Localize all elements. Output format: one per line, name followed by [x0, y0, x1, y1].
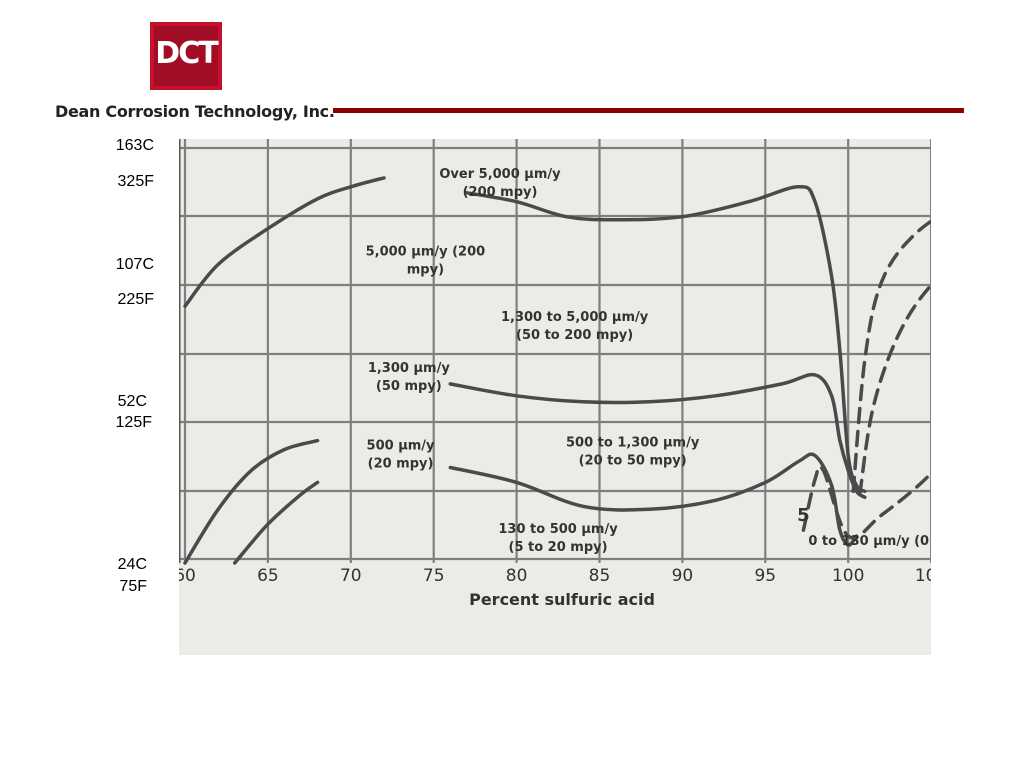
chart-annotations: Over 5,000 µm/y (200 mpy) 5,000 µm/y (200 m… — [366, 167, 1005, 555]
iso-corrosion-curve-8 — [801, 367, 1016, 540]
temp-label-24c: 24C — [117, 556, 147, 573]
iso-corrosion-curve-3 — [448, 372, 867, 500]
curve-annotation-1-sub: mpy) — [407, 262, 444, 277]
x-tick-label-75: 75 — [423, 566, 445, 586]
x-axis-ticks: 60 65 70 75 80 85 90 95 100 105 — [174, 566, 947, 586]
iso-corrosion-curve-0 — [183, 176, 386, 308]
temp-label-225f: 225F — [117, 291, 154, 308]
curve-annotation-4-sub: (20 to 50 mpy) — [579, 454, 687, 469]
temp-label-52c: 52C — [117, 393, 147, 410]
chart-grid — [177, 139, 933, 563]
curve-annotation-4: 500 to 1,300 µm/y — [566, 436, 700, 451]
curve-annotation-8: 5 — [797, 505, 810, 526]
curve-annotation-5: 500 µm/y — [367, 439, 436, 454]
iso-corrosion-curve-7 — [858, 223, 1016, 497]
curve-annotation-0-sub: (200 mpy) — [463, 185, 538, 200]
curve-annotation-2-sub: (50 to 200 mpy) — [516, 328, 633, 343]
x-tick-label-65: 65 — [257, 566, 279, 586]
iso-corrosion-curve-2 — [183, 438, 320, 565]
temp-label-107c: 107C — [115, 256, 154, 273]
temp-label-325f: 325F — [117, 173, 154, 190]
curve-annotation-5-sub: (20 mpy) — [368, 457, 434, 472]
curve-annotation-6: 130 to 500 µm/y — [498, 522, 618, 537]
x-tick-label-60: 60 — [179, 566, 196, 586]
x-tick-label-100: 100 — [832, 566, 864, 586]
curve-annotation-0: Over 5,000 µm/y — [439, 167, 561, 182]
curve-annotation-3-sub: (50 mpy) — [376, 379, 442, 394]
temp-label-75f: 75F — [119, 578, 147, 595]
x-tick-label-105: 105 — [915, 566, 931, 586]
curve-annotation-7: 0 to 130 µm/y (0 to 5 mpy) — [808, 534, 931, 549]
x-tick-label-90: 90 — [672, 566, 694, 586]
x-axis-label: Percent sulfuric acid — [469, 590, 655, 609]
curve-annotation-3: 1,300 µm/y — [368, 361, 451, 376]
x-tick-label-80: 80 — [506, 566, 528, 586]
temp-label-125f: 125F — [115, 414, 152, 431]
company-name: Dean Corrosion Technology, Inc. — [55, 102, 335, 121]
iso-corrosion-curve-4 — [232, 480, 320, 565]
x-tick-label-70: 70 — [340, 566, 362, 586]
chart-series — [183, 176, 1016, 565]
temp-label-163c: 163C — [115, 137, 154, 154]
company-logo: DCT — [150, 22, 222, 90]
curve-annotation-2: 1,300 to 5,000 µm/y — [501, 310, 649, 325]
header-divider — [333, 108, 964, 113]
x-tick-label-85: 85 — [589, 566, 611, 586]
x-tick-label-95: 95 — [754, 566, 776, 586]
corrosion-chart: Over 5,000 µm/y (200 mpy) 5,000 µm/y (200 m… — [174, 139, 1016, 609]
chart-panel: Over 5,000 µm/y (200 mpy) 5,000 µm/y (200 m… — [174, 139, 1016, 655]
iso-corrosion-curve-5 — [448, 452, 859, 547]
iso-corrosion-curve-1 — [465, 185, 867, 494]
curve-annotation-1: 5,000 µm/y (200 — [366, 244, 486, 259]
curve-annotation-6-sub: (5 to 20 mpy) — [509, 540, 608, 555]
logo-text: DCT — [155, 36, 218, 71]
